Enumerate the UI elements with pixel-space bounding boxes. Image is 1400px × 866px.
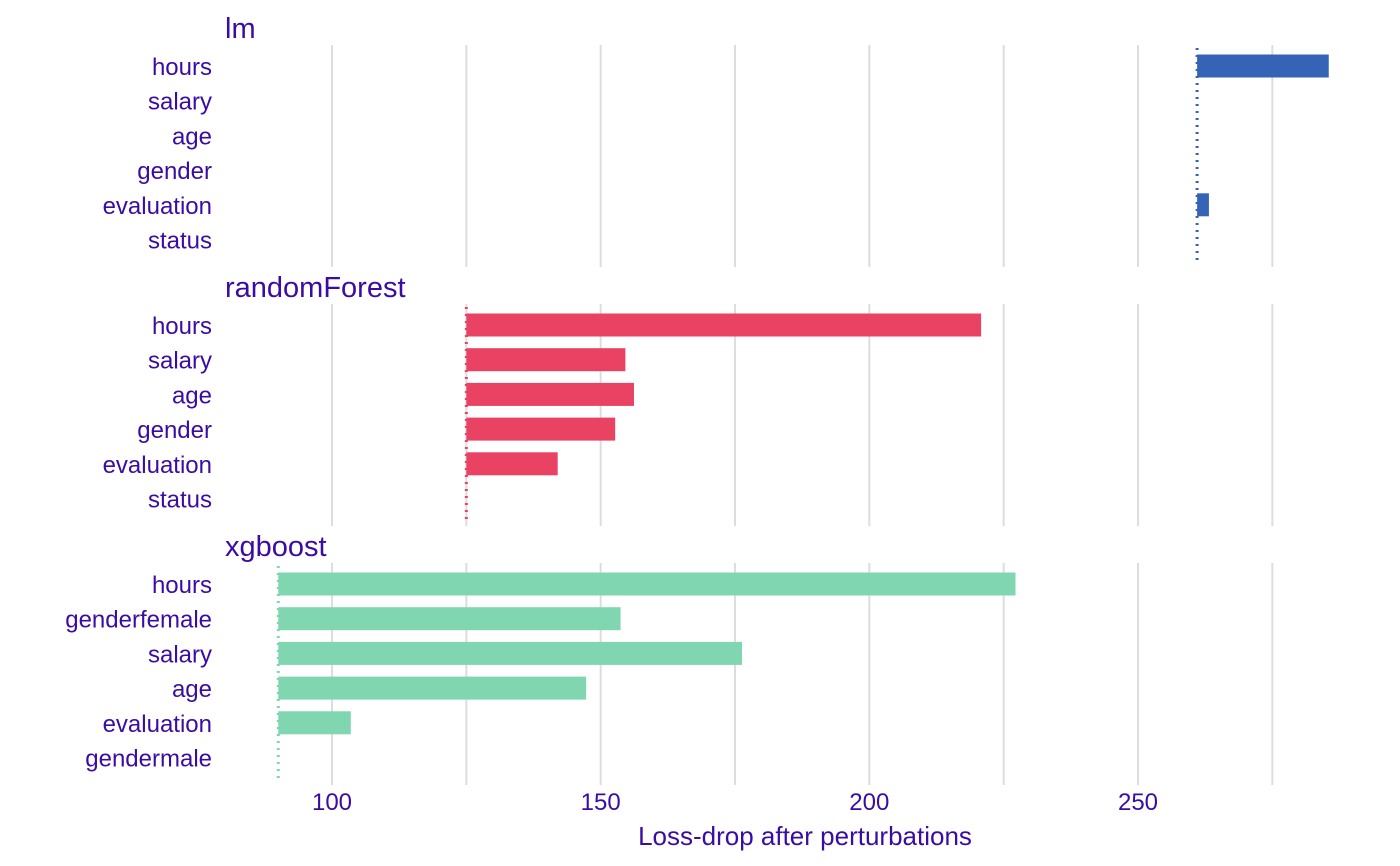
category-label: evaluation xyxy=(103,452,212,479)
panel-title: xgboost xyxy=(225,531,327,563)
category-label: genderfemale xyxy=(65,607,212,634)
category-label: evaluation xyxy=(103,193,212,220)
category-label: salary xyxy=(148,641,212,668)
bar-hours xyxy=(466,313,982,337)
bar-evaluation xyxy=(466,452,558,476)
category-label: salary xyxy=(148,89,212,116)
category-label: status xyxy=(148,487,212,514)
category-label: hours xyxy=(152,54,212,81)
x-tick-label: 150 xyxy=(581,789,621,816)
panel-title: lm xyxy=(225,13,256,45)
category-label: evaluation xyxy=(103,711,212,738)
category-label: age xyxy=(172,123,212,150)
x-axis-title: Loss-drop after perturbations xyxy=(638,821,972,851)
category-label: age xyxy=(172,676,212,703)
bar-genderfemale xyxy=(278,607,621,631)
category-label: gendermale xyxy=(85,746,212,773)
x-tick-label: 100 xyxy=(312,789,352,816)
panel-randomForest: randomForest hours salary age gender evaluati… xyxy=(103,272,982,521)
bar-salary xyxy=(466,348,626,372)
bar-hours xyxy=(1197,54,1329,78)
panel-title: randomForest xyxy=(225,272,406,304)
grid-layer xyxy=(331,45,1274,785)
x-axis: 100 150 200 250 xyxy=(312,789,1158,816)
category-label: age xyxy=(172,382,212,409)
bar-age xyxy=(278,676,587,700)
category-label: gender xyxy=(137,158,212,185)
bar-hours xyxy=(278,572,1016,596)
panels-layer: lmhourssalaryagegenderevaluationstatusra… xyxy=(65,13,1329,780)
bar-salary xyxy=(278,641,742,665)
category-label: gender xyxy=(137,417,212,444)
category-label: hours xyxy=(152,313,212,340)
bar-gender xyxy=(466,417,616,441)
bar-evaluation xyxy=(278,711,351,735)
bar-evaluation xyxy=(1197,193,1209,217)
category-label: salary xyxy=(148,348,212,375)
x-tick-label: 200 xyxy=(849,789,889,816)
x-tick-label: 250 xyxy=(1118,789,1158,816)
panel-xgboost: xgboost hours genderfemale salary age evaluat… xyxy=(65,531,1016,780)
category-label: hours xyxy=(152,572,212,599)
category-label: status xyxy=(148,228,212,255)
bar-age xyxy=(466,382,634,406)
